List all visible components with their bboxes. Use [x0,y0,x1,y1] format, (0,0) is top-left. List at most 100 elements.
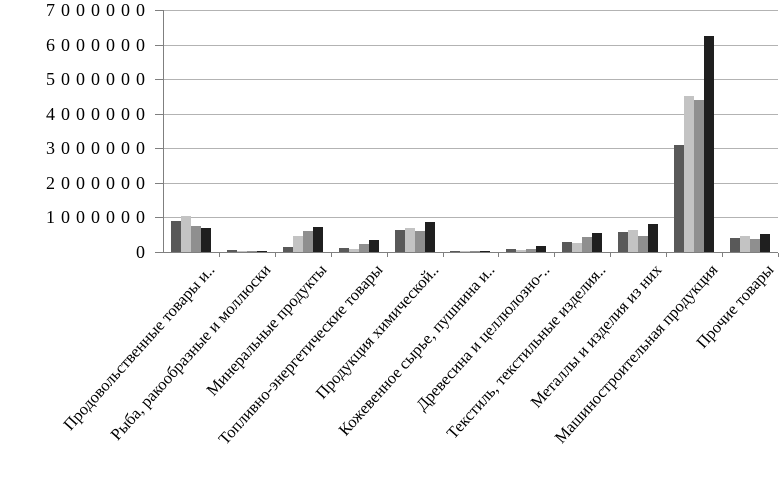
gridline [163,217,778,219]
bar-s2-c2 [236,251,247,252]
bar-s2-c11 [740,236,751,252]
y-tick [155,182,163,184]
bar-s3-c4 [358,244,369,252]
bar-s4-c5 [424,222,435,252]
x-tick [666,253,668,257]
bar-s2-c9 [628,230,639,252]
y-tick-label: 7000000 [46,0,151,20]
gridline [163,10,778,11]
bar-group [666,10,722,252]
x-tick [330,253,332,257]
x-tick [498,253,500,257]
x-category-label: Кожевенное сырье, пушнина и.. [334,260,498,440]
bar-s3-c1 [190,226,201,252]
bar-s4-c1 [200,228,211,252]
bar-s2-c8 [572,243,583,252]
bar-group [443,10,499,252]
bar-group [275,10,331,252]
x-tick [274,253,276,257]
bar-s4-c7 [536,246,547,252]
x-category-label: Текстиль, текстильные изделия.. [442,260,610,443]
bar-s3-c11 [750,239,761,252]
bar-s3-c8 [582,237,593,252]
bar-s1-c7 [506,249,517,252]
y-tick [155,217,163,219]
bar-s3-c2 [246,251,257,252]
y-tick-label: 0 [136,242,151,262]
x-tick [442,253,444,257]
bar-group [331,10,387,252]
bar-group [219,10,275,252]
bar-s3-c5 [414,231,425,252]
x-axis-line [163,252,778,253]
gridline [163,44,778,46]
bar-s1-c9 [618,232,629,252]
bar-group [554,10,610,252]
x-category-label: Продукция химической.. [311,260,442,403]
x-category-label: Топливно-энергетические товары [214,260,387,449]
bar-s2-c4 [348,249,359,252]
x-category-label: Металлы и изделия из них [526,260,666,412]
bar-s4-c3 [312,227,323,252]
bar-s1-c3 [282,247,293,252]
y-tick [155,252,163,253]
bar-s1-c11 [730,238,741,252]
bar-s2-c6 [460,251,471,252]
bar-s4-c9 [648,224,659,252]
y-tick [155,10,163,11]
bar-group [722,10,778,252]
bar-group [498,10,554,252]
gridline [163,113,778,115]
bar-s3-c6 [470,251,481,252]
x-tick [610,253,612,257]
x-tick [778,253,779,257]
bar-s2-c1 [180,216,191,252]
x-category-label: Машиностроительная продукция [550,260,722,447]
x-category-label: Минеральные продукты [202,260,331,400]
bar-s1-c8 [562,242,573,252]
x-category-label: Продовольственные товары и.. [59,260,219,434]
x-category-label: Древесина и целлюлозно-.. [412,260,554,415]
plot-area [163,10,778,253]
bar-s3-c7 [526,249,537,252]
bar-s2-c3 [292,236,303,252]
y-tick-label: 6000000 [46,34,151,55]
y-tick [155,79,163,81]
bar-s4-c8 [592,233,603,252]
bar-s1-c10 [674,145,685,252]
bar-s1-c2 [226,250,237,252]
bar-s4-c6 [480,251,491,252]
y-tick-label: 1000000 [46,207,151,228]
bar-s3-c9 [638,236,649,252]
x-tick [218,253,220,257]
bar-group [387,10,443,252]
x-tick [722,253,724,257]
bar-s1-c4 [338,248,349,252]
bar-group [163,10,219,252]
y-tick [155,113,163,115]
y-tick [155,148,163,150]
bar-s3-c3 [302,231,313,252]
y-axis-line [163,10,164,253]
bar-s4-c4 [368,240,379,252]
x-category-label: Прочие товары [692,260,778,352]
bar-s1-c6 [450,251,461,252]
bar-s1-c5 [394,230,405,252]
y-tick [155,44,163,46]
bar-s4-c11 [760,234,771,252]
x-tick [554,253,556,257]
gridline [163,148,778,150]
x-tick [386,253,388,257]
y-tick-label: 5000000 [46,69,151,90]
bar-s4-c2 [256,251,267,252]
y-tick-label: 2000000 [46,172,151,193]
bar-group [610,10,666,252]
gridline [163,79,778,81]
bar-s4-c10 [704,36,715,252]
bar-s2-c7 [516,250,527,252]
x-category-label: Рыба, ракообразные и моллюски [106,260,275,444]
y-tick-label: 4000000 [46,103,151,124]
bar-s3-c10 [694,100,705,252]
bar-s2-c5 [404,228,415,252]
